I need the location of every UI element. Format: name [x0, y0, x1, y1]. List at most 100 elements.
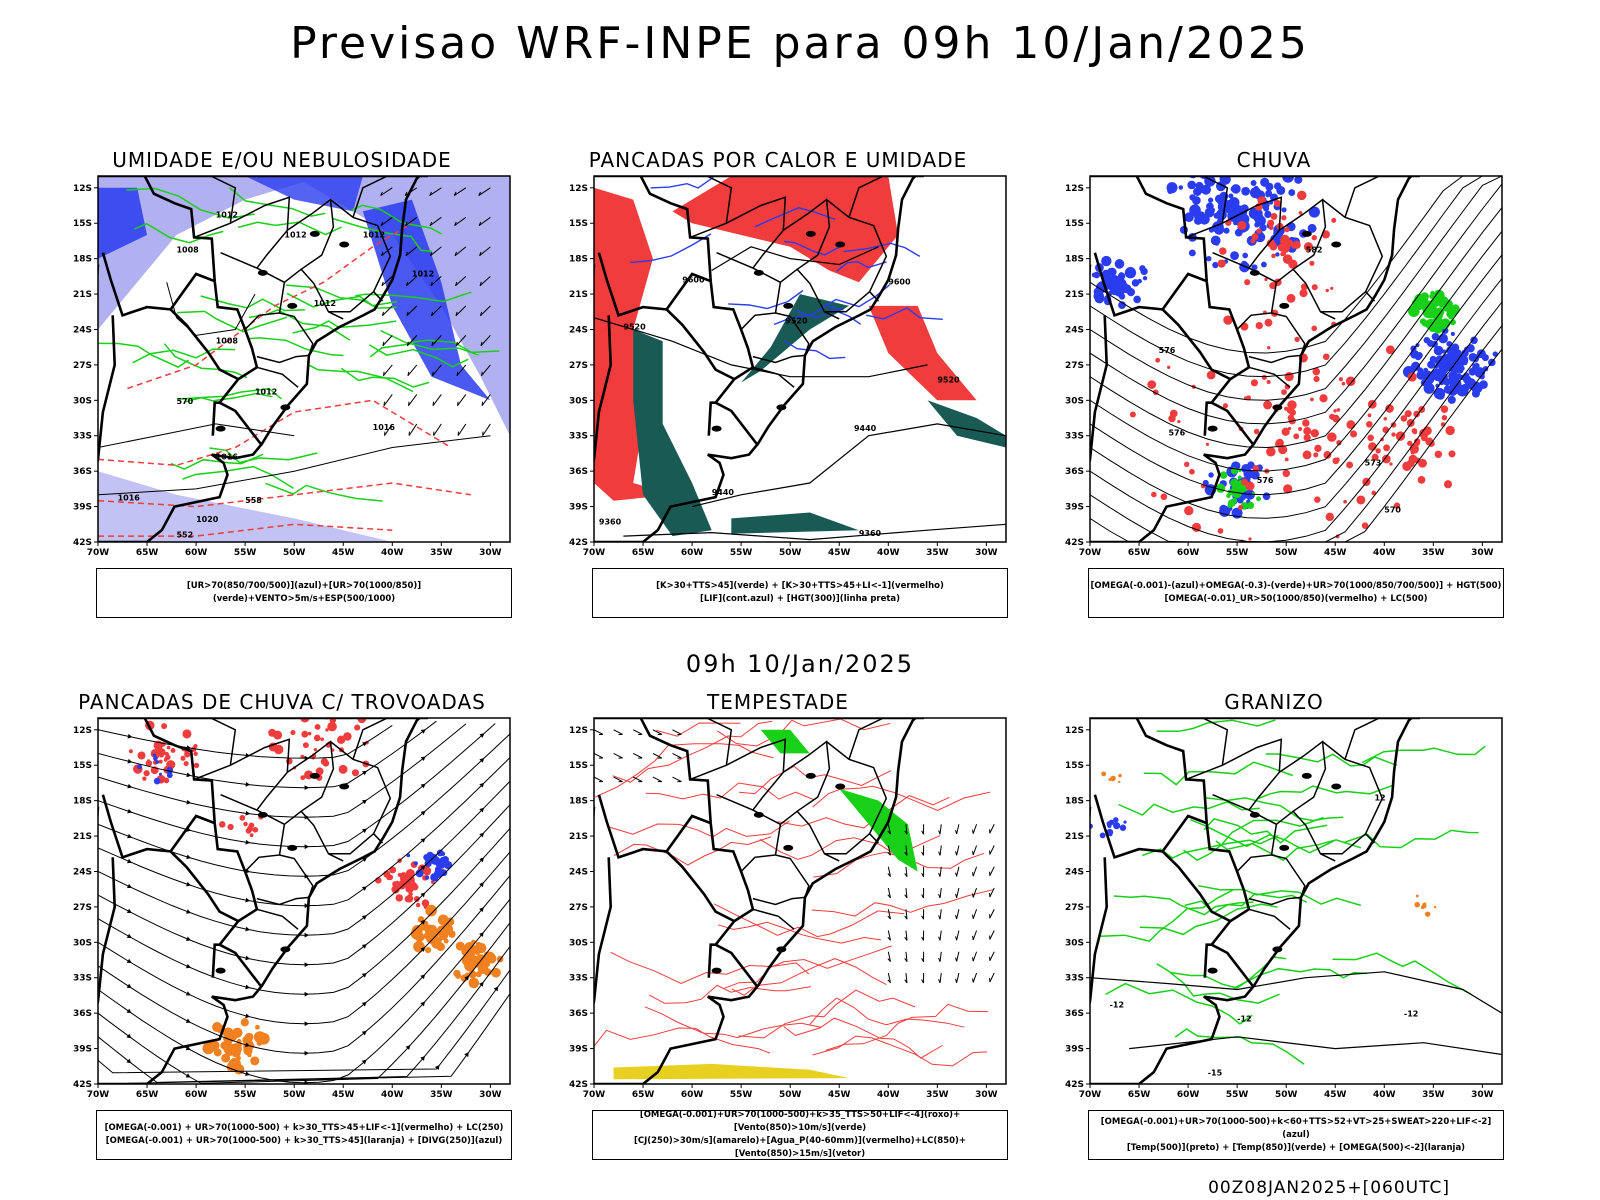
- omega-red: [1273, 199, 1281, 207]
- wind-vector: [429, 187, 442, 196]
- wind-vector: [431, 305, 442, 317]
- lake: [711, 967, 722, 974]
- lon-label: 40W: [1373, 548, 1396, 558]
- divergence-blue: [441, 856, 449, 864]
- humidity-green-contour: [380, 329, 500, 354]
- temp850-contour: [1203, 796, 1344, 822]
- wind-vector: [482, 423, 491, 436]
- precipitable-water-contour: [738, 989, 916, 1039]
- omega-red: [1281, 215, 1287, 221]
- lon-label: 40W: [381, 548, 404, 558]
- wind-vector: [887, 930, 891, 941]
- wind-vector-head: [887, 873, 891, 877]
- lifted-index-contour: [754, 207, 836, 228]
- lifted-index-contour: [836, 261, 887, 272]
- state-border: [352, 718, 388, 760]
- map-layer: 9600 9600 9520 9520 9520 9440 9440 9360 9360: [594, 176, 1006, 542]
- wind-vector: [905, 845, 908, 856]
- wind-vector: [956, 866, 960, 877]
- omega-red: [1383, 444, 1391, 452]
- lat-label: 24S: [73, 325, 92, 335]
- wind-vector-head: [380, 221, 384, 226]
- lat-label: 21S: [1065, 290, 1084, 300]
- hail-blue: [1119, 824, 1127, 831]
- convective-orange: [453, 969, 461, 977]
- isobar: [98, 423, 295, 448]
- wind-vector: [939, 951, 942, 962]
- convective-orange: [212, 1021, 223, 1033]
- omega-blue: [1447, 395, 1456, 404]
- contour-label: 570: [1384, 505, 1401, 514]
- state-border: [1275, 740, 1327, 825]
- wind-vector: [405, 216, 418, 227]
- contour-label: 9600: [682, 275, 705, 284]
- wind-vector-head: [955, 978, 958, 983]
- lon-label: 45W: [1324, 548, 1347, 558]
- lon-label: 60W: [1177, 1090, 1200, 1100]
- legend-line: [CJ(250)>30m/s](amarelo)+[Agua_P(40-60mm…: [633, 1136, 967, 1159]
- wind-vector: [905, 909, 908, 920]
- state-border: [796, 199, 888, 313]
- lon-label: 70W: [1079, 548, 1102, 558]
- convective-red: [248, 822, 255, 829]
- country-border: [1203, 943, 1212, 978]
- wind-vector-head: [938, 830, 941, 835]
- wind-vector: [905, 824, 908, 835]
- flow-arrow: [420, 892, 426, 898]
- wind-vector-head: [938, 915, 941, 920]
- hail-blue: [1099, 832, 1106, 839]
- flow-arrow: [361, 886, 367, 891]
- country-border: [594, 315, 613, 465]
- convective-red: [307, 731, 312, 736]
- thickness-contour: [127, 222, 413, 390]
- omega-blue: [1184, 170, 1192, 172]
- convective-orange: [475, 971, 482, 978]
- omega-red: [1311, 284, 1318, 291]
- lake: [783, 302, 794, 309]
- state-border: [193, 738, 291, 811]
- country-border: [98, 315, 117, 465]
- lat-label: 42S: [1065, 1080, 1084, 1090]
- forecast-panel: CHUVA 582 576 576 573 570 576 12S 15S 18S 21S 24S 27…: [1044, 148, 1504, 628]
- state-border: [1271, 312, 1306, 356]
- map-background: [1090, 718, 1502, 1084]
- wind-vector-head: [904, 958, 908, 962]
- lat-label: 39S: [569, 503, 588, 513]
- country-border: [98, 857, 117, 1007]
- wind-vector: [989, 845, 995, 855]
- temp850-contour: [1343, 829, 1479, 849]
- wind-vector-head: [938, 894, 941, 899]
- lat-label: 36S: [1065, 1009, 1084, 1019]
- omega-red: [1346, 461, 1354, 469]
- wind-vector: [972, 887, 978, 898]
- omega-orange: [1414, 901, 1420, 908]
- flow-arrow: [186, 854, 192, 860]
- wind-vector: [455, 275, 467, 287]
- convective-red: [405, 868, 415, 878]
- convective-red: [163, 777, 170, 784]
- streamline: [98, 851, 510, 1025]
- lat-label: 18S: [569, 797, 588, 807]
- wind-vector-head: [478, 191, 482, 196]
- lat-label: 21S: [569, 290, 588, 300]
- temp850-contour: [1198, 884, 1362, 907]
- convective-red: [314, 723, 321, 730]
- wind-vector: [956, 887, 960, 898]
- lon-label: 70W: [583, 1090, 606, 1100]
- map-background: [594, 718, 1006, 1084]
- wind-vector-head: [904, 830, 908, 835]
- omega-red: [1292, 240, 1301, 249]
- lifted-index-contour: [784, 240, 841, 256]
- wind-vector-head: [904, 936, 908, 941]
- height-contour: [1090, 176, 1502, 401]
- omega-red: [1322, 353, 1330, 361]
- humidity-green-contour: [369, 343, 479, 358]
- divergence-blue: [158, 772, 162, 776]
- wind-vector: [429, 216, 442, 227]
- temp500-contour: [1090, 971, 1502, 1014]
- convective-red: [180, 755, 186, 761]
- flow-arrow: [493, 986, 499, 992]
- wind-vector: [652, 752, 662, 759]
- country-border: [597, 252, 712, 317]
- lon-label: 65W: [632, 1090, 655, 1100]
